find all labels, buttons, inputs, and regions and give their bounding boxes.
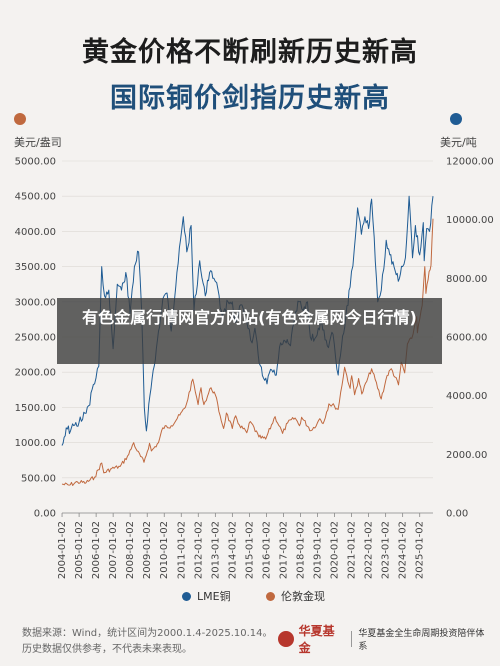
left-axis-unit: 美元/盎司: [14, 136, 62, 149]
x-tick-label: 2005-01-02: [74, 521, 85, 579]
right-tick-label: 8000.00: [446, 274, 487, 285]
left-tick-label: 2000.00: [15, 368, 56, 379]
x-tick-label: 2008-01-02: [125, 521, 136, 579]
x-tick-label: 2016-01-02: [261, 521, 272, 579]
footer-source: 数据来源：Wind，统计区间为2000.1.4-2025.10.14。: [22, 628, 273, 639]
right-tick-label: 4000.00: [446, 391, 487, 402]
footer-disclaimer: 历史数据仅供参考，不代表未来表现。: [22, 644, 192, 655]
right-tick-label: 2000.00: [446, 450, 487, 461]
left-tick-label: 3500.00: [15, 262, 56, 273]
chart: 5000.00 4500.00 4000.00 3500.00 3000.00 2500.…: [15, 157, 494, 580]
legend-gold-swatch: [266, 591, 275, 601]
x-tick-label: 2007-01-02: [108, 521, 119, 579]
left-axis-marker: [14, 113, 26, 125]
right-tick-label: 12000.00: [446, 157, 494, 168]
right-tick-label: 10000.00: [446, 215, 494, 226]
title-line-1: 黄金价格不断刷新历史新高: [82, 37, 418, 68]
x-tick-label: 2024-01-02: [398, 521, 409, 579]
left-tick-label: 0.00: [34, 509, 56, 520]
x-tick-label: 2025-01-02: [415, 521, 426, 579]
left-tick-label: 4500.00: [15, 192, 56, 203]
x-tick-label: 2022-01-02: [364, 521, 375, 579]
x-tick-label: 2004-01-02: [57, 521, 68, 579]
x-tick-label: 2006-01-02: [91, 521, 102, 579]
x-tick-label: 2017-01-02: [278, 521, 289, 579]
brand-slogan: 华夏基金全生命周期投资陪伴体系: [358, 629, 485, 652]
brand-block: 华夏基金 华夏基金全生命周期投资陪伴体系: [278, 624, 490, 655]
title-line-2: 国际铜价剑指历史新高: [110, 83, 390, 114]
x-tick-label: 2015-01-02: [244, 521, 255, 579]
right-axis-unit: 美元/吨: [440, 136, 477, 149]
legend-gold-label: 伦敦金现: [281, 590, 325, 603]
x-tick-label: 2023-01-02: [381, 521, 392, 579]
legend-copper-label: LME铜: [197, 590, 231, 603]
right-axis-marker: [450, 113, 462, 125]
left-tick-label: 1000.00: [15, 438, 56, 449]
x-tick-label: 2019-01-02: [313, 521, 324, 579]
x-tick-label: 2009-01-02: [142, 521, 153, 579]
x-tick-label: 2010-01-02: [159, 521, 170, 579]
brand-logo-icon: [278, 631, 294, 647]
right-tick-label: 6000.00: [446, 333, 487, 344]
x-tick-label: 2020-01-02: [330, 521, 341, 579]
right-tick-label: 0.00: [446, 509, 468, 520]
legend-copper-swatch: [182, 591, 191, 601]
left-tick-label: 1500.00: [15, 403, 56, 414]
brand-name: 华夏基金: [298, 624, 335, 655]
legend-copper: LME铜: [182, 588, 231, 604]
legend-gold: 伦敦金现: [266, 588, 325, 604]
x-tick-label: 2013-01-02: [210, 521, 221, 579]
x-tick-label: 2018-01-02: [295, 521, 306, 579]
left-tick-label: 500.00: [21, 473, 56, 484]
gold-price-line: [61, 218, 434, 486]
left-tick-label: 2500.00: [15, 333, 56, 344]
left-tick-label: 4000.00: [15, 227, 56, 238]
x-tick-label: 2014-01-02: [227, 521, 238, 579]
x-tick-label: 2021-01-02: [347, 521, 358, 579]
brand-divider: [351, 631, 353, 647]
overlay-banner: 有色金属行情网官方网站(有色金属网今日行情): [57, 298, 442, 364]
left-tick-label: 5000.00: [15, 157, 56, 168]
left-tick-label: 3000.00: [15, 297, 56, 308]
x-tick-label: 2012-01-02: [193, 521, 204, 579]
x-tick-label: 2011-01-02: [176, 521, 187, 579]
